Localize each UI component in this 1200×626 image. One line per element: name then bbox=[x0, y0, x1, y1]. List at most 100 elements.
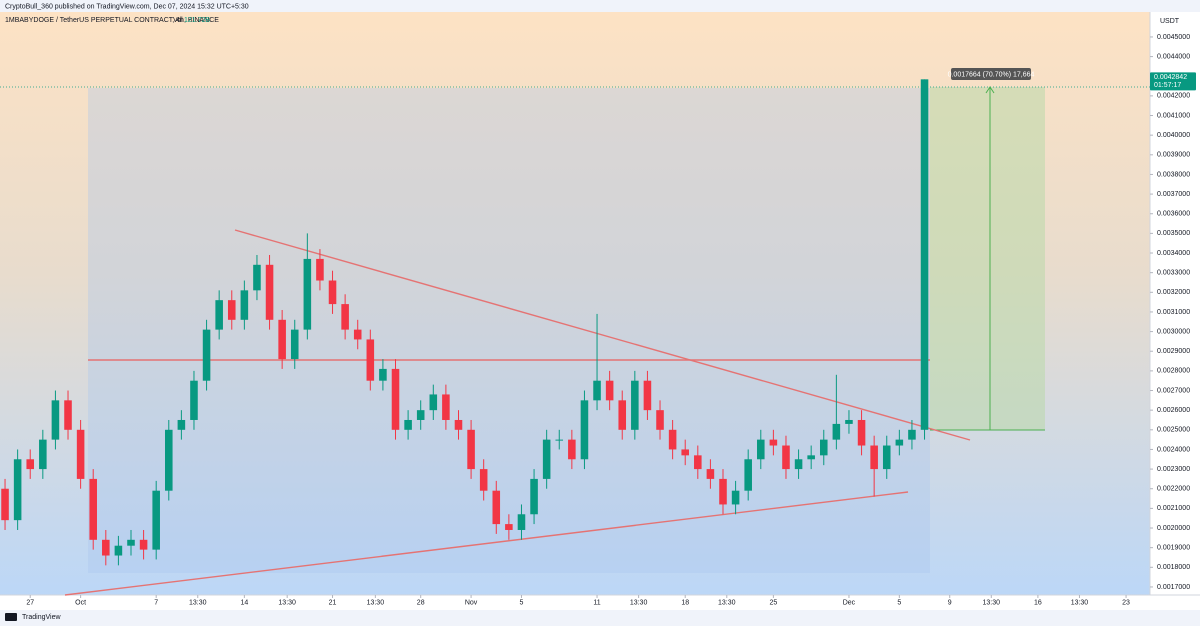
x-tick-label: 18 bbox=[681, 599, 689, 606]
y-tick-label: 0.0032000 bbox=[1157, 289, 1190, 296]
candle-body bbox=[568, 439, 576, 460]
candle-body bbox=[618, 400, 627, 430]
candle-body bbox=[769, 439, 778, 446]
candle-body bbox=[505, 524, 513, 530]
candle-body bbox=[139, 539, 148, 550]
y-tick-label: 0.0033000 bbox=[1157, 270, 1190, 277]
candle-body bbox=[668, 429, 677, 450]
volume-label: Vol bbox=[173, 17, 183, 24]
candle-body bbox=[429, 394, 438, 411]
candle-body bbox=[807, 455, 815, 460]
candle-body bbox=[89, 478, 97, 540]
countdown: 01:57:17 bbox=[1154, 82, 1181, 89]
candle-body bbox=[303, 258, 312, 330]
x-tick-label: 27 bbox=[26, 599, 34, 606]
candle-body bbox=[819, 439, 828, 456]
candle-body bbox=[631, 380, 639, 430]
candle-body bbox=[706, 469, 715, 479]
volume-value: 121.72B bbox=[184, 17, 210, 24]
y-tick-label: 0.0024000 bbox=[1157, 446, 1190, 453]
x-tick-label: 13:30 bbox=[718, 599, 736, 606]
y-tick-label: 0.0038000 bbox=[1157, 171, 1190, 178]
y-tick-label: 0.0020000 bbox=[1157, 525, 1190, 532]
price-axis bbox=[1150, 12, 1200, 595]
candle-body bbox=[605, 380, 614, 401]
candle-body bbox=[379, 368, 387, 381]
brand: TradingView bbox=[22, 614, 61, 621]
candle-body bbox=[391, 368, 400, 430]
candle-body bbox=[76, 429, 85, 479]
measure-box bbox=[951, 68, 1031, 80]
candle-body bbox=[467, 429, 475, 470]
y-tick-label: 0.0022000 bbox=[1157, 486, 1190, 493]
candle-body bbox=[643, 380, 652, 411]
x-tick-label: 5 bbox=[520, 599, 524, 606]
candle-body bbox=[442, 394, 450, 420]
trend-line bbox=[234, 229, 971, 441]
x-tick-label: 7 bbox=[154, 599, 158, 606]
candle-body bbox=[832, 423, 841, 440]
y-tick-label: 0.0028000 bbox=[1157, 368, 1190, 375]
y-tick-label: 0.0035000 bbox=[1157, 230, 1190, 237]
candle-body bbox=[694, 455, 702, 470]
x-tick-label: 13:30 bbox=[189, 599, 207, 606]
x-tick-label: 5 bbox=[897, 599, 901, 606]
candle-body bbox=[202, 329, 211, 381]
candle-body bbox=[328, 280, 337, 305]
candle-body bbox=[1, 488, 9, 521]
candle-body bbox=[530, 478, 538, 515]
publisher: CryptoBull_360 published on TradingView.… bbox=[5, 3, 249, 10]
x-tick-label: 28 bbox=[417, 599, 425, 606]
candle-body bbox=[114, 545, 123, 556]
time-axis bbox=[0, 595, 1200, 610]
candle-body bbox=[757, 439, 765, 460]
candle-body bbox=[719, 478, 727, 505]
x-tick-label: Nov bbox=[465, 599, 478, 606]
footer-bar bbox=[0, 610, 1200, 626]
x-tick-label: 13:30 bbox=[278, 599, 296, 606]
trend-line bbox=[64, 491, 909, 596]
chart-layer bbox=[0, 79, 1150, 596]
candle-body bbox=[492, 490, 501, 525]
candle-body bbox=[102, 539, 110, 556]
y-tick-label: 0.0044000 bbox=[1157, 53, 1190, 60]
symbol: 1MBABYDOGE / TetherUS PERPETUAL CONTRACT… bbox=[5, 17, 219, 24]
y-tick-label: 0.0025000 bbox=[1157, 427, 1190, 434]
candle-body bbox=[278, 319, 286, 360]
candle-body bbox=[265, 264, 274, 320]
candle-body bbox=[253, 264, 261, 291]
y-tick-label: 0.0031000 bbox=[1157, 309, 1190, 316]
candle-body bbox=[177, 419, 186, 430]
candle-body bbox=[479, 469, 488, 491]
price-tag-label: 0.0042842 bbox=[1154, 74, 1187, 81]
candle-body bbox=[845, 419, 853, 424]
y-tick-label: 0.0040000 bbox=[1157, 132, 1190, 139]
y-tick-label: 0.0045000 bbox=[1157, 34, 1190, 41]
candle-body bbox=[744, 459, 752, 491]
candle-body bbox=[353, 329, 362, 340]
candle-body bbox=[593, 380, 601, 401]
candle-body bbox=[416, 410, 425, 420]
candle-body bbox=[920, 79, 929, 430]
candle-body bbox=[870, 445, 878, 470]
candle-body bbox=[26, 459, 35, 470]
candle-body bbox=[517, 514, 526, 530]
candle-body bbox=[542, 439, 551, 479]
x-tick-label: 11 bbox=[593, 599, 600, 606]
y-tick-label: 0.0030000 bbox=[1157, 328, 1190, 335]
brand-logo bbox=[5, 613, 17, 621]
candle-body bbox=[13, 459, 22, 521]
x-tick-label: 13:30 bbox=[1071, 599, 1089, 606]
x-tick-label: 21 bbox=[329, 599, 337, 606]
x-tick-label: 16 bbox=[1034, 599, 1042, 606]
candle-body bbox=[51, 400, 60, 440]
x-tick-label: 13:30 bbox=[367, 599, 385, 606]
candle-body bbox=[290, 329, 299, 360]
y-tick-label: 0.0036000 bbox=[1157, 211, 1190, 218]
x-tick-label: 14 bbox=[240, 599, 248, 606]
x-tick-label: 13:30 bbox=[983, 599, 1001, 606]
y-tick-label: 0.0034000 bbox=[1157, 250, 1190, 257]
candle-body bbox=[908, 429, 916, 440]
y-tick-label: 0.0019000 bbox=[1157, 545, 1190, 552]
y-tick-label: 0.0023000 bbox=[1157, 466, 1190, 473]
